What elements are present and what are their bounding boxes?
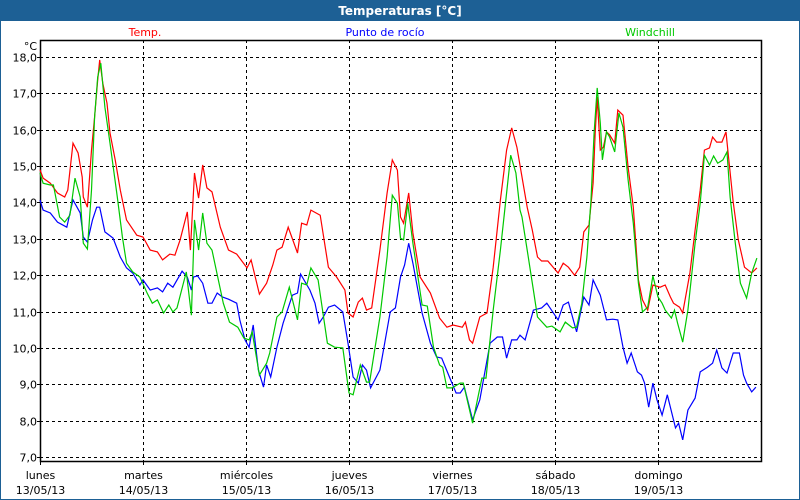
x-tick-day: martes bbox=[124, 469, 163, 482]
y-tick-label: 16,0 bbox=[13, 125, 38, 138]
y-tick-label: 10,0 bbox=[13, 343, 38, 356]
y-tick-label: 17,0 bbox=[13, 88, 38, 101]
series-line-punto-de-roc-o bbox=[39, 198, 757, 441]
y-tick-label: 14,0 bbox=[13, 197, 38, 210]
window-title: Temperaturas [°C] bbox=[1, 1, 799, 21]
y-tick-label: 13,0 bbox=[13, 234, 38, 247]
series-line-temp- bbox=[39, 59, 758, 345]
x-tick-date: 18/05/13 bbox=[531, 484, 580, 497]
x-tick-date: 16/05/13 bbox=[325, 484, 374, 497]
y-tick-label: 11,0 bbox=[13, 307, 38, 320]
x-tick-day: sábado bbox=[536, 469, 576, 482]
y-tick-label: 7,0 bbox=[20, 452, 38, 465]
y-axis-unit: °C bbox=[24, 40, 38, 53]
x-tick-date: 15/05/13 bbox=[222, 484, 271, 497]
plot-frame bbox=[39, 39, 763, 463]
legend-entry: Temp. bbox=[128, 26, 162, 39]
x-tick-day: jueves bbox=[331, 469, 368, 482]
legend-entry: Punto de rocío bbox=[345, 26, 424, 39]
y-tick-label: 15,0 bbox=[13, 161, 38, 174]
axes bbox=[37, 39, 763, 465]
series-lines bbox=[39, 59, 758, 441]
x-tick-date: 17/05/13 bbox=[428, 484, 477, 497]
x-tick-day: miércoles bbox=[220, 469, 273, 482]
series-line-windchill bbox=[39, 63, 758, 424]
legend-entry: Windchill bbox=[625, 26, 675, 39]
x-tick-day: lunes bbox=[26, 469, 56, 482]
y-tick-label: 12,0 bbox=[13, 270, 38, 283]
y-tick-label: 9,0 bbox=[20, 379, 38, 392]
x-tick-date: 13/05/13 bbox=[16, 484, 65, 497]
x-tick-day: domingo bbox=[634, 469, 682, 482]
x-tick-date: 14/05/13 bbox=[119, 484, 168, 497]
labels: 7,0 8,0 9,0 10,0 11,0 12,0 13,0 14,0 15,0 16,0 17,… bbox=[13, 26, 684, 497]
x-tick-date: 19/05/13 bbox=[634, 484, 683, 497]
grid bbox=[40, 40, 761, 461]
y-tick-label: 8,0 bbox=[20, 416, 38, 429]
x-tick-day: viernes bbox=[432, 469, 472, 482]
y-tick-label: 18,0 bbox=[13, 52, 38, 65]
